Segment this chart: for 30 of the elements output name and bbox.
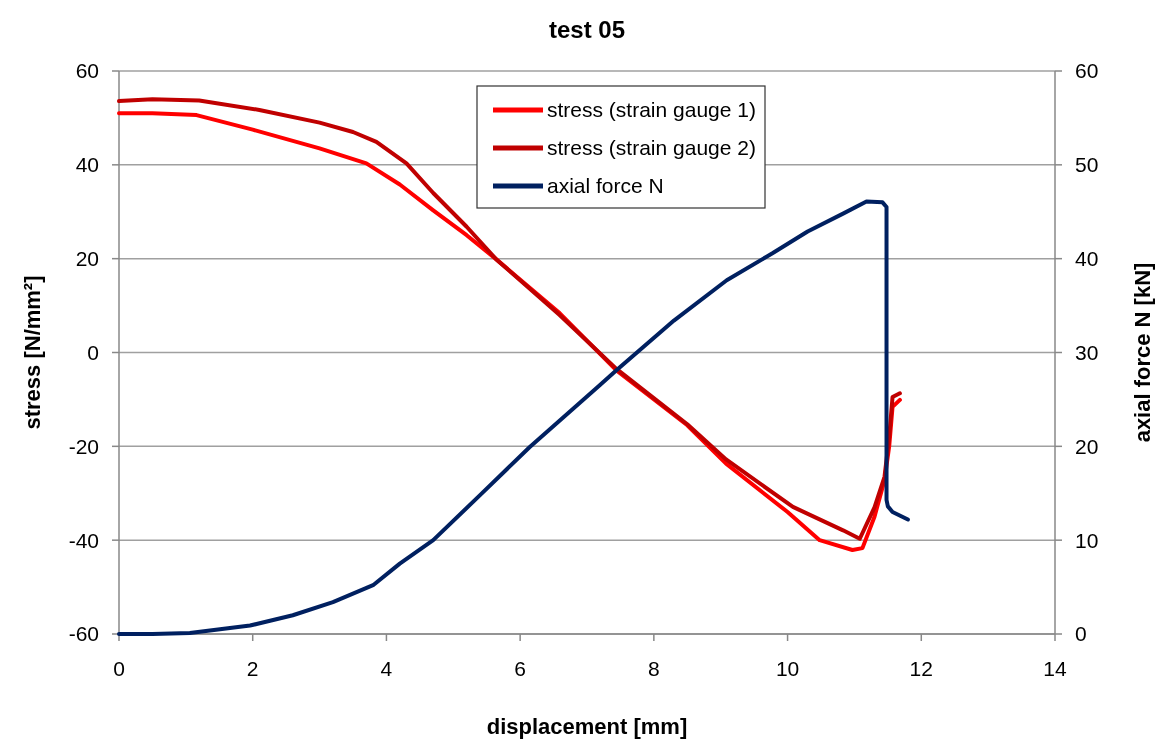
y-tick-label: 20 (75, 247, 99, 271)
chart-title: test 05 (548, 16, 626, 43)
legend-label: stress (strain gauge 2) (547, 136, 756, 160)
y2-tick-label: 60 (1075, 59, 1099, 83)
y2-tick-label: 0 (1075, 622, 1087, 646)
y-tick-label: 40 (75, 153, 99, 177)
y2-tick-label: 10 (1075, 528, 1099, 552)
x-tick-label: 2 (246, 657, 259, 680)
x-tick-label: 10 (775, 657, 800, 680)
x-tick-label: 8 (648, 657, 660, 680)
x-tick-label: 6 (514, 657, 526, 680)
y2-tick-label: 20 (1075, 434, 1099, 458)
y-tick-label: -60 (68, 622, 99, 646)
x-tick-label: 0 (113, 657, 125, 680)
y-axis-title: stress [N/mm²] (20, 275, 45, 430)
x-tick-label: 14 (1043, 657, 1067, 680)
x-tick-label: 12 (909, 657, 933, 680)
y2-tick-label: 50 (1075, 153, 1099, 177)
y2-axis-title: axial force N [kN] (1130, 262, 1155, 443)
y2-tick-label: 30 (1075, 340, 1099, 364)
x-axis-title: displacement [mm] (486, 714, 688, 739)
y-tick-label: -20 (68, 434, 99, 458)
line-series (117, 199, 910, 636)
legend-label: stress (strain gauge 1) (547, 98, 756, 122)
y-tick-label: -40 (68, 528, 99, 552)
y2-tick-label: 40 (1075, 247, 1099, 271)
legend-label: axial force N (547, 174, 664, 198)
y-tick-label: 0 (87, 340, 99, 364)
y-tick-label: 60 (75, 59, 99, 83)
x-tick-label: 4 (380, 657, 393, 680)
